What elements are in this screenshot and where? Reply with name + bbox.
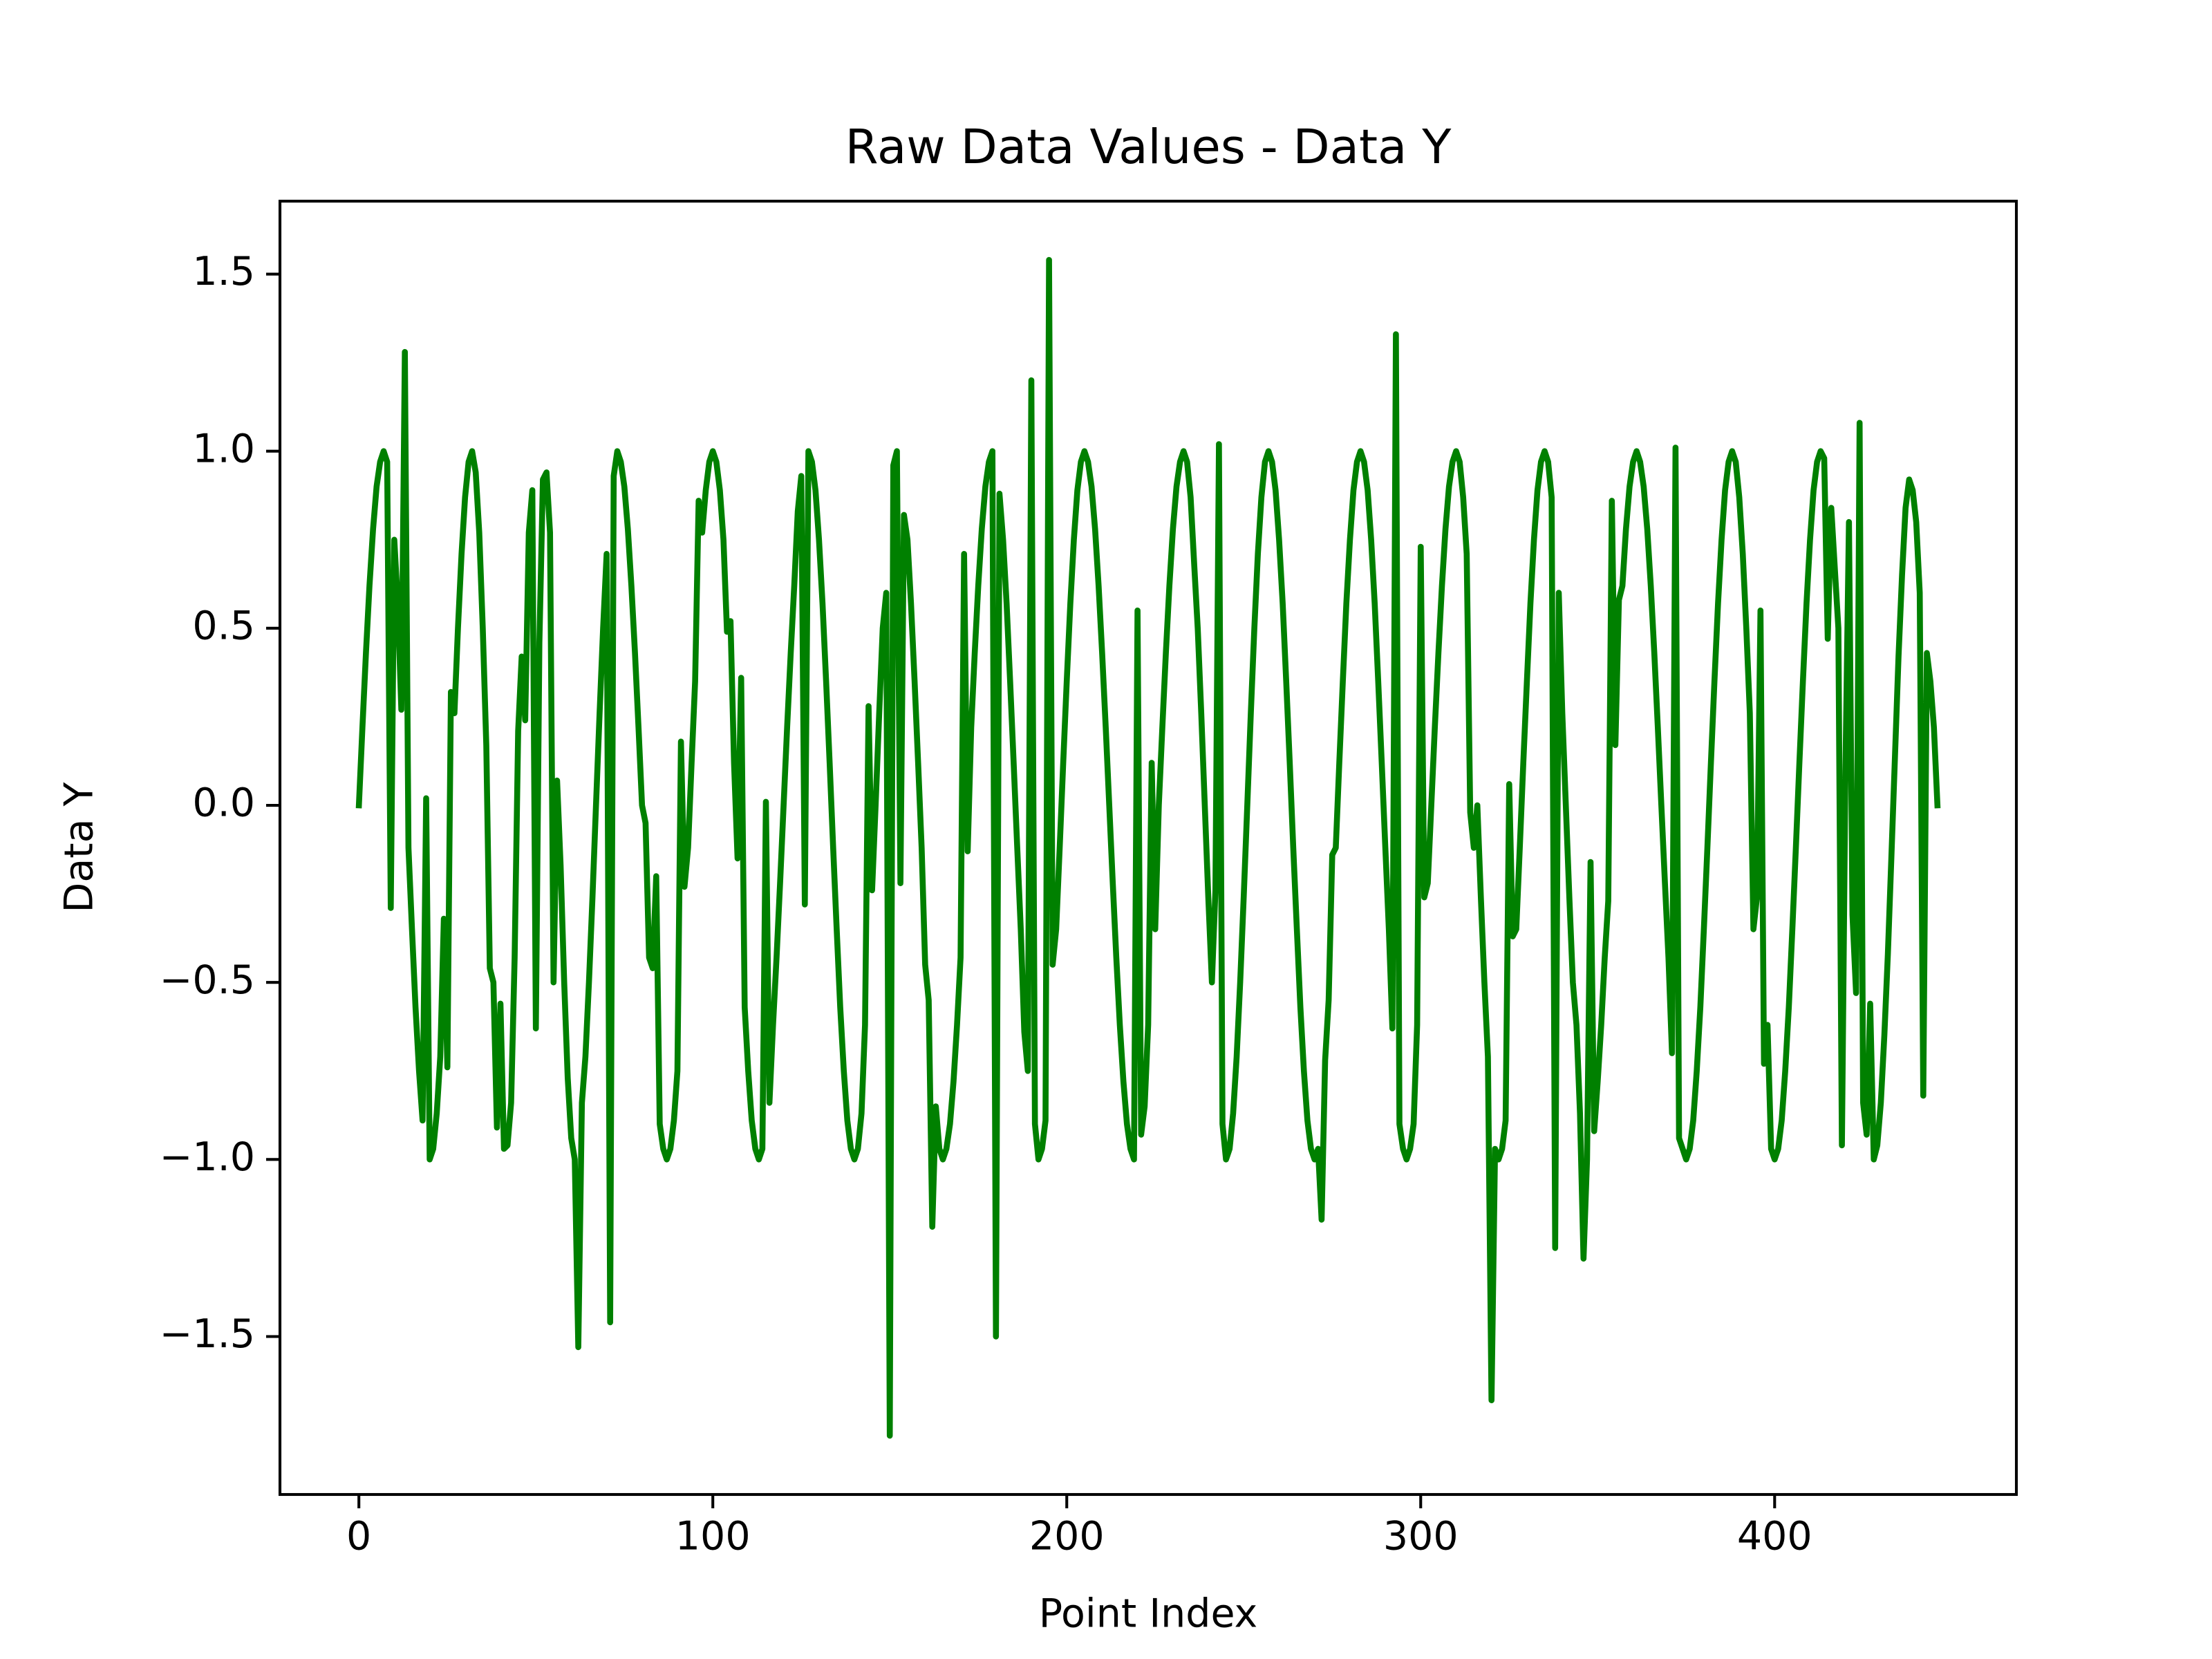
- y-tick-label: 1.0: [192, 426, 255, 471]
- y-tick-label: −0.5: [160, 957, 255, 1003]
- y-axis-label: Data Y: [57, 782, 102, 912]
- y-tick-label: 0.0: [192, 780, 255, 826]
- y-tick-label: −1.5: [160, 1311, 255, 1357]
- x-tick-label: 100: [675, 1514, 751, 1559]
- y-tick-label: 1.5: [192, 249, 255, 294]
- x-tick-label: 300: [1383, 1514, 1459, 1559]
- x-tick-label: 400: [1737, 1514, 1812, 1559]
- x-tick-label: 200: [1029, 1514, 1105, 1559]
- data-line: [355, 256, 1941, 1439]
- y-tick-label: −1.0: [160, 1134, 255, 1180]
- chart-title: Raw Data Values - Data Y: [845, 120, 1452, 175]
- y-tick-label: 0.5: [192, 603, 255, 648]
- x-tick-label: 0: [346, 1514, 371, 1559]
- x-axis-label: Point Index: [1039, 1591, 1258, 1637]
- plot-frame: [278, 199, 2018, 1497]
